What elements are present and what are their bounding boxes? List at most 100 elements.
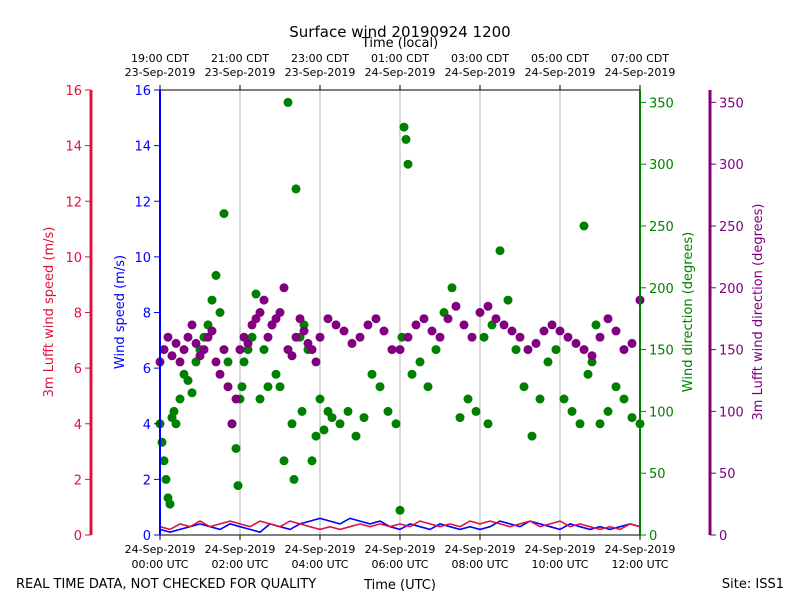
data-point [191, 338, 201, 348]
axis-tick-label: 10 [134, 251, 151, 266]
data-point [575, 419, 585, 429]
data-point [579, 345, 589, 355]
axis-tick-label: 100 [649, 405, 674, 420]
data-point [227, 419, 237, 429]
data-point [161, 474, 171, 484]
data-point [343, 406, 353, 416]
gridlines [239, 90, 561, 535]
data-point [367, 369, 377, 379]
data-point [495, 246, 505, 256]
axis-tick-label: 4 [74, 418, 82, 433]
data-point [583, 369, 593, 379]
data-point [207, 326, 217, 336]
data-point [567, 406, 577, 416]
top-tick-label: 03:00 CDT [451, 52, 509, 65]
data-point [307, 456, 317, 466]
data-point [165, 499, 175, 509]
data-point [475, 308, 485, 317]
axis-tick-label: 50 [649, 467, 666, 482]
axis-tick-label: 350 [649, 96, 674, 111]
data-point [427, 326, 437, 336]
data-point [319, 425, 329, 435]
data-point [479, 332, 489, 342]
data-point [355, 332, 365, 342]
lufft-direction-axis-label: 3m Lufft wind direction (degrees) [751, 204, 766, 421]
data-point [275, 308, 285, 317]
x-tick-label: 24-Sep-2019 [445, 543, 516, 556]
data-point [603, 406, 613, 416]
data-point [233, 481, 243, 491]
x-tick-label: 04:00 UTC [291, 558, 348, 571]
data-point [611, 326, 621, 336]
x-tick-label: 24-Sep-2019 [365, 543, 436, 556]
data-point [163, 332, 173, 342]
data-point [259, 345, 269, 355]
data-point [391, 419, 401, 429]
data-point [595, 332, 605, 342]
data-point [187, 388, 197, 398]
data-point [251, 289, 261, 299]
data-point [371, 314, 381, 324]
data-point [507, 326, 517, 336]
data-point [347, 338, 357, 348]
axis-tick-label: 14 [134, 140, 151, 155]
data-point [539, 326, 549, 336]
data-point [159, 456, 169, 466]
data-point [335, 419, 345, 429]
data-point [399, 122, 409, 132]
quality-disclaimer: REAL TIME DATA, NOT CHECKED FOR QUALITY [16, 577, 316, 592]
data-point [443, 314, 453, 324]
data-point [259, 295, 269, 305]
x-tick-label: 06:00 UTC [371, 558, 428, 571]
data-point [603, 314, 613, 324]
data-point [515, 332, 525, 342]
data-point [175, 394, 185, 404]
data-point [255, 308, 265, 317]
data-point [231, 394, 241, 404]
data-point [315, 394, 325, 404]
site-label: Site: ISS1 [722, 577, 784, 592]
data-point [559, 394, 569, 404]
data-point [435, 332, 445, 342]
data-point [311, 357, 321, 367]
lufft-speed-axis-label: 3m Lufft wind speed (m/s) [42, 227, 57, 398]
data-point [423, 382, 433, 392]
top-axis-title: Time (local) [361, 36, 438, 51]
data-point [211, 270, 221, 280]
data-point [527, 431, 537, 441]
x-tick-label: 08:00 UTC [451, 558, 508, 571]
data-point [239, 357, 249, 367]
data-point [237, 382, 247, 392]
data-point [167, 351, 177, 361]
top-tick-label: 01:00 CDT [371, 52, 429, 65]
axis-tick-label: 2 [143, 473, 151, 488]
data-point [299, 326, 309, 336]
wind-direction-axis-label: Wind direction (degrees) [681, 232, 696, 392]
data-point [379, 326, 389, 336]
axis-tick-label: 150 [719, 344, 744, 359]
data-point [503, 295, 513, 305]
axis-tick-label: 12 [65, 195, 82, 210]
axis-tick-label: 0 [143, 529, 151, 544]
series-line [159, 517, 641, 534]
data-point [157, 437, 167, 447]
top-tick-label: 24-Sep-2019 [445, 66, 516, 79]
data-point [571, 338, 581, 348]
data-point [375, 382, 385, 392]
data-point [183, 376, 193, 385]
data-point [447, 283, 457, 293]
data-point [619, 394, 629, 404]
top-tick-label: 24-Sep-2019 [525, 66, 596, 79]
axis-tick-label: 16 [65, 84, 82, 99]
data-point [551, 345, 561, 355]
data-point [467, 332, 477, 342]
data-point [287, 419, 297, 429]
data-point [223, 357, 233, 367]
top-tick-label: 23-Sep-2019 [205, 66, 276, 79]
data-point [223, 382, 233, 392]
data-point [359, 413, 369, 423]
axis-tick-label: 150 [649, 344, 674, 359]
axis-tick-label: 350 [719, 96, 744, 111]
x-tick-label: 02:00 UTC [211, 558, 268, 571]
axis-tick-label: 6 [143, 362, 151, 377]
